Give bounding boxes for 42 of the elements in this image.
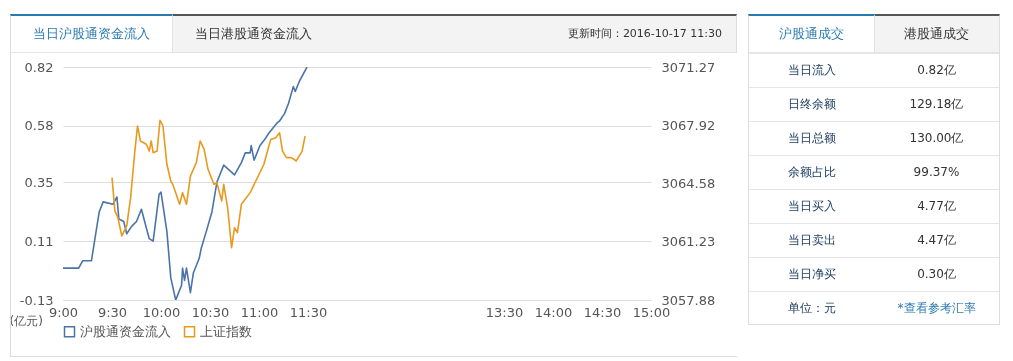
text: 4.77亿 bbox=[916, 198, 957, 215]
text: 当日净买 bbox=[786, 266, 837, 283]
y-tick-label: 0.82 bbox=[24, 59, 54, 75]
text: 当日买入 bbox=[786, 198, 837, 215]
x-tick-label: 14:00 bbox=[534, 304, 573, 320]
y-tick-label: 0.35 bbox=[24, 174, 54, 190]
x-tick-label: 13:30 bbox=[485, 304, 524, 320]
text: 当日总额 bbox=[786, 130, 837, 147]
text: 0.82亿 bbox=[916, 62, 957, 79]
text: 当日卖出 bbox=[786, 232, 837, 249]
y2-tick-label: 3071.27 bbox=[661, 59, 716, 75]
text: 当日流入 bbox=[786, 62, 837, 79]
text: 130.00亿 bbox=[908, 130, 965, 147]
text: 0.30亿 bbox=[916, 266, 957, 283]
text: 99.37% bbox=[912, 164, 961, 181]
x-tick-label: 14:30 bbox=[583, 304, 622, 320]
text: 129.18亿 bbox=[908, 96, 965, 113]
text: 余额占比 bbox=[786, 164, 837, 181]
x-tick-label: 10:30 bbox=[191, 304, 230, 320]
y-tick-label: 0.11 bbox=[24, 233, 54, 249]
x-tick-label: 9:30 bbox=[97, 304, 128, 320]
text: *查看参考汇率 bbox=[896, 300, 977, 317]
line-series bbox=[63, 67, 308, 300]
text: 当日港股通资金流入 bbox=[194, 25, 313, 43]
text: 港股通成交 bbox=[903, 25, 971, 43]
y-axis-title: (亿元) bbox=[9, 313, 43, 328]
line-series bbox=[111, 119, 306, 249]
text: 更新时间：2016-10-17 11:30 bbox=[567, 26, 722, 42]
text: 单位：元 bbox=[786, 300, 837, 317]
chart-title: 当日沪股通资金流入 bbox=[11, 14, 173, 52]
y-tick-label: 0.58 bbox=[24, 118, 54, 134]
y2-tick-label: 3067.92 bbox=[661, 117, 716, 133]
legend-label: 沪股通资金流入 bbox=[80, 323, 171, 339]
y2-tick-label: 3064.58 bbox=[661, 175, 716, 191]
legend-label: 上证指数 bbox=[200, 323, 252, 339]
text: 4.47亿 bbox=[916, 232, 957, 249]
x-tick-label: 11:00 bbox=[240, 304, 279, 320]
text: 日终余额 bbox=[786, 96, 837, 113]
text: 沪股通成交 bbox=[749, 14, 875, 52]
x-tick-label: 11:30 bbox=[289, 304, 328, 320]
y2-tick-label: 3061.23 bbox=[661, 234, 716, 250]
x-tick-label: 10:00 bbox=[142, 304, 181, 320]
